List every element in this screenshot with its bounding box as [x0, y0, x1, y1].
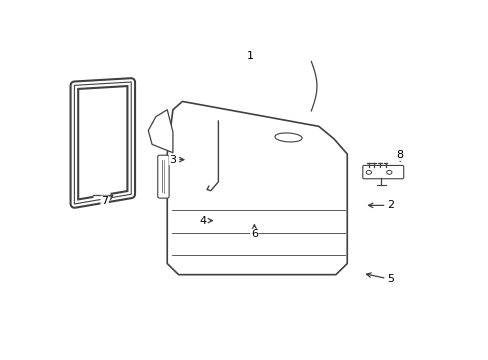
Circle shape: [386, 170, 391, 174]
Ellipse shape: [274, 133, 302, 142]
Text: 7: 7: [101, 195, 112, 206]
Text: 4: 4: [199, 216, 212, 226]
Polygon shape: [206, 143, 341, 167]
Text: 5: 5: [366, 273, 393, 284]
Text: 8: 8: [396, 150, 403, 161]
Circle shape: [366, 170, 371, 174]
Polygon shape: [212, 146, 273, 162]
Text: 6: 6: [250, 225, 257, 239]
Polygon shape: [167, 102, 346, 275]
Text: 3: 3: [169, 155, 183, 165]
Polygon shape: [206, 134, 331, 142]
FancyBboxPatch shape: [158, 155, 169, 198]
FancyBboxPatch shape: [362, 166, 403, 179]
Text: 2: 2: [368, 201, 394, 210]
Polygon shape: [148, 110, 173, 153]
Text: 1: 1: [246, 51, 254, 61]
